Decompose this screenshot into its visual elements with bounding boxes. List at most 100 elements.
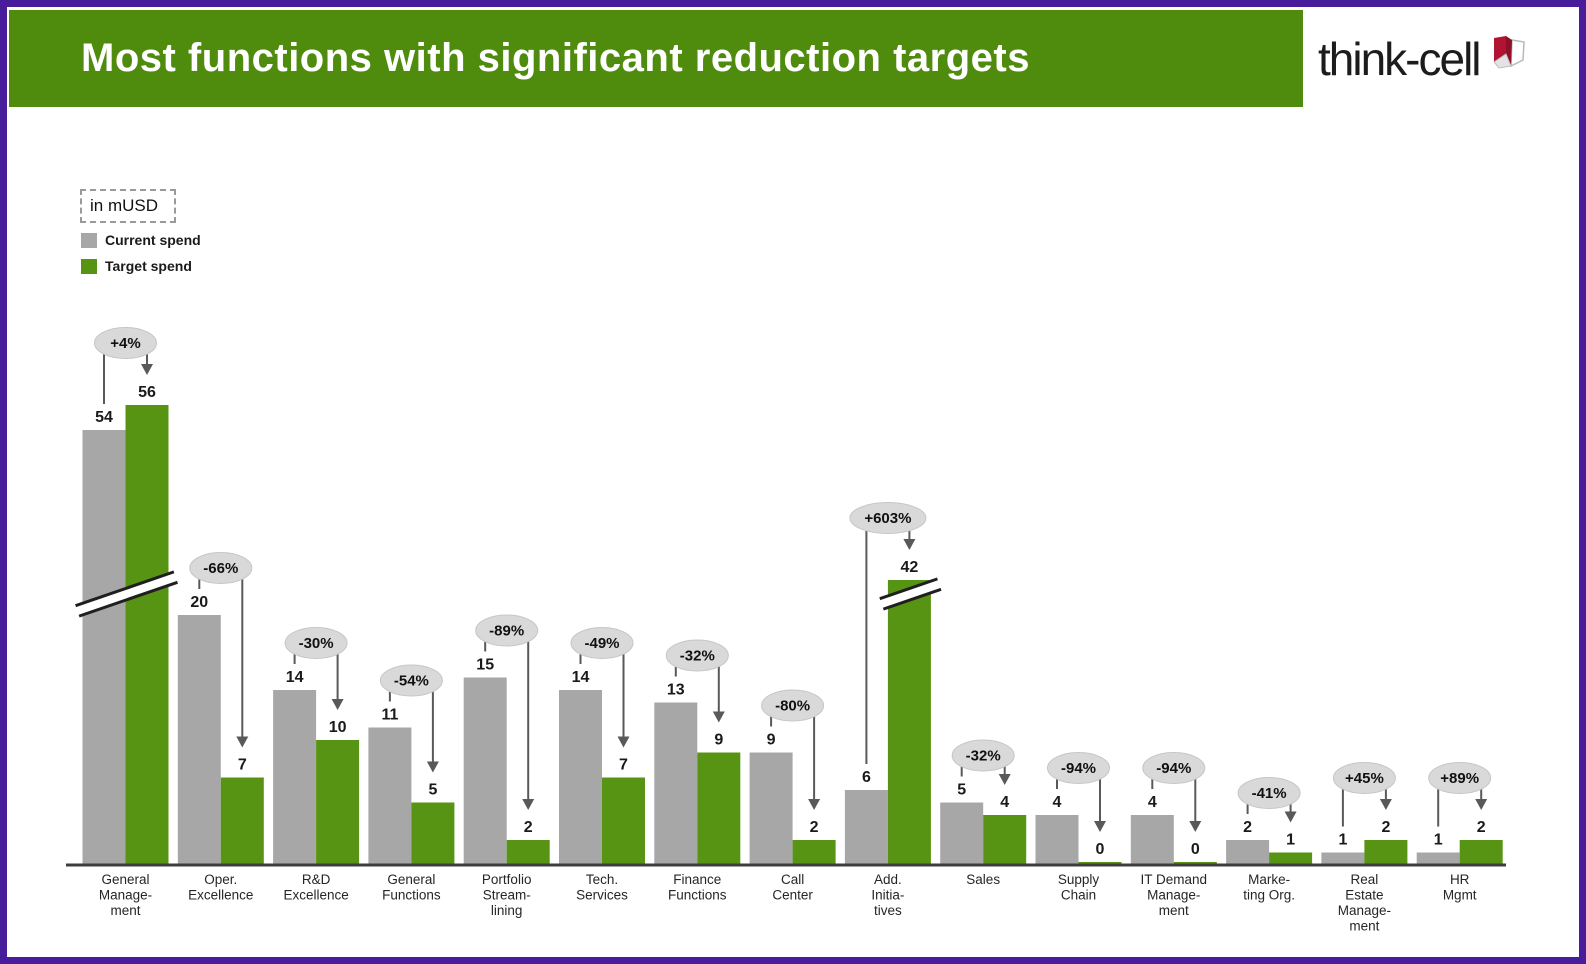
change-label-14: +89% (1440, 770, 1479, 787)
bar-target-0 (125, 405, 169, 865)
bar-current-14 (1416, 852, 1460, 865)
change-bubble-14 (1428, 762, 1492, 794)
think-cell-logo: think-cell (1318, 26, 1526, 92)
change-label-7: -80% (775, 698, 810, 715)
value-target-1: 7 (238, 757, 247, 774)
value-target-5: 7 (619, 757, 628, 774)
chart-legend: Current spend Target spend (81, 227, 201, 279)
bar-current-4 (463, 677, 507, 865)
value-current-4: 15 (476, 657, 494, 674)
change-label-4: -89% (489, 623, 524, 640)
change-bubble-12 (1237, 777, 1301, 809)
axis-break-8 (879, 577, 942, 611)
value-current-8: 6 (862, 769, 871, 786)
category-label-6: Finance Functions (668, 872, 727, 903)
value-current-1: 20 (190, 594, 208, 611)
category-label-14: HR Mgmt (1443, 872, 1477, 903)
change-arrowhead-icon-9 (998, 774, 1011, 785)
change-label-8: +603% (864, 510, 911, 527)
bar-current-10 (1035, 815, 1079, 865)
category-label-8: Add. Initia-tives (871, 872, 904, 918)
change-label-13: +45% (1345, 770, 1384, 787)
category-label-13: Real Estate Manage-ment (1338, 872, 1391, 934)
value-current-5: 14 (572, 669, 590, 686)
value-current-6: 13 (667, 682, 685, 699)
category-label-11: IT Demand Manage-ment (1141, 872, 1208, 918)
value-current-13: 1 (1338, 832, 1347, 849)
bar-current-5 (559, 690, 602, 865)
legend-item-target: Target spend (81, 253, 201, 279)
category-label-9: Sales (966, 872, 1000, 887)
bar-target-8 (887, 580, 931, 865)
change-arrowhead-icon-3 (426, 761, 439, 773)
bar-target-5 (602, 777, 645, 865)
page-title: Most functions with significant reductio… (81, 36, 1030, 80)
unit-label-box: in mUSD (80, 189, 176, 223)
value-target-11: 0 (1191, 841, 1200, 858)
folded-page-icon (1492, 36, 1525, 69)
bar-current-1 (177, 615, 221, 865)
value-target-13: 2 (1381, 819, 1390, 836)
value-target-6: 9 (714, 732, 723, 749)
change-arrowhead-icon-11 (1189, 821, 1202, 832)
bar-target-7 (792, 840, 836, 865)
change-arrowhead-icon-2 (331, 699, 344, 710)
change-label-0: +4% (110, 335, 140, 352)
change-arrowhead-icon-13 (1379, 799, 1392, 810)
category-label-7: Call Center (772, 872, 813, 903)
bar-current-9 (940, 802, 984, 865)
bar-current-8 (844, 790, 888, 865)
value-current-2: 14 (286, 669, 304, 686)
bar-target-6 (697, 752, 741, 865)
axis-break-0 (75, 570, 178, 618)
bar-target-14 (1459, 840, 1503, 865)
change-bubble-3 (379, 664, 443, 697)
unit-label: in mUSD (90, 196, 159, 215)
value-target-7: 2 (810, 819, 819, 836)
bar-current-12 (1226, 840, 1270, 865)
bar-target-9 (983, 815, 1027, 865)
value-current-10: 4 (1053, 794, 1062, 811)
change-arrowhead-icon-10 (1094, 821, 1106, 832)
bar-current-3 (368, 727, 412, 865)
change-bubble-5 (570, 627, 634, 659)
bar-current-0 (82, 430, 126, 865)
change-bubble-2 (284, 627, 348, 659)
change-arrowhead-icon-5 (617, 736, 630, 748)
value-current-11: 4 (1148, 794, 1157, 811)
change-label-5: -49% (584, 635, 619, 652)
change-label-10: -94% (1061, 760, 1096, 777)
category-label-2: R&D Excellence (283, 872, 348, 903)
target-spend-swatch (81, 258, 97, 274)
change-label-3: -54% (394, 673, 429, 690)
change-arrowhead-icon-0 (141, 364, 153, 375)
value-target-12: 1 (1286, 832, 1295, 849)
category-label-12: Marke-ting Org. (1243, 872, 1295, 903)
bar-current-6 (654, 702, 698, 865)
bar-current-13 (1321, 852, 1365, 865)
value-target-4: 2 (524, 819, 533, 836)
bar-current-7 (749, 752, 793, 865)
bar-target-13 (1364, 840, 1408, 865)
logo-text: think-cell (1318, 33, 1482, 85)
bar-current-2 (273, 690, 317, 865)
category-label-1: Oper. Excellence (188, 872, 253, 903)
change-label-6: -32% (680, 648, 715, 665)
change-label-2: -30% (299, 635, 334, 652)
change-arrowhead-icon-14 (1475, 799, 1488, 810)
change-bubble-9 (951, 739, 1015, 772)
value-target-3: 5 (428, 782, 437, 799)
change-bubble-7 (761, 689, 825, 722)
change-bubble-13 (1332, 762, 1396, 794)
value-current-9: 5 (957, 782, 966, 799)
bar-current-11 (1130, 815, 1174, 865)
legend-label-target: Target spend (105, 258, 192, 274)
change-label-12: -41% (1252, 785, 1287, 802)
change-bubble-11 (1142, 752, 1206, 784)
change-arrowhead-icon-1 (236, 736, 249, 748)
change-bubble-0 (94, 327, 157, 359)
value-current-3: 11 (381, 707, 398, 724)
change-bubble-1 (189, 552, 253, 584)
value-current-7: 9 (767, 732, 776, 749)
category-label-4: Portfolio Stream-lining (482, 872, 532, 918)
